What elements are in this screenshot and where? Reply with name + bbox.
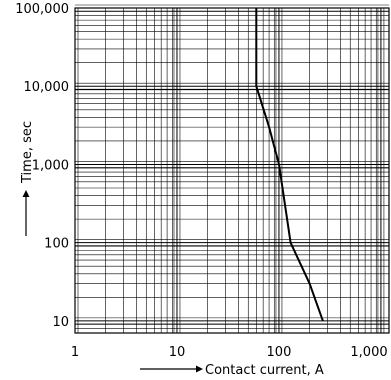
y-tick-label: 100 xyxy=(44,237,69,252)
y-axis-label: Time, sec xyxy=(20,121,35,184)
x-tick-labels: 1 10 100 1,000 xyxy=(71,345,388,360)
y-tick-labels: 10 100 1,000 10,000 100,000 xyxy=(15,2,69,330)
x-axis-label: Contact current, A xyxy=(205,363,324,378)
y-tick-label: 1,000 xyxy=(32,158,69,173)
x-axis-arrowhead xyxy=(196,365,203,373)
y-tick-label: 10,000 xyxy=(24,80,70,95)
x-tick-label: 1 xyxy=(71,345,79,360)
series-line xyxy=(255,8,324,322)
x-tick-label: 10 xyxy=(169,345,186,360)
plot-frame xyxy=(74,7,390,334)
y-tick-label: 10 xyxy=(52,315,69,330)
x-tick-label: 1,000 xyxy=(350,345,387,360)
x-tick-label: 100 xyxy=(267,345,292,360)
grid xyxy=(74,4,389,334)
y-axis-arrowhead xyxy=(22,190,30,197)
y-tick-label: 100,000 xyxy=(15,2,69,17)
